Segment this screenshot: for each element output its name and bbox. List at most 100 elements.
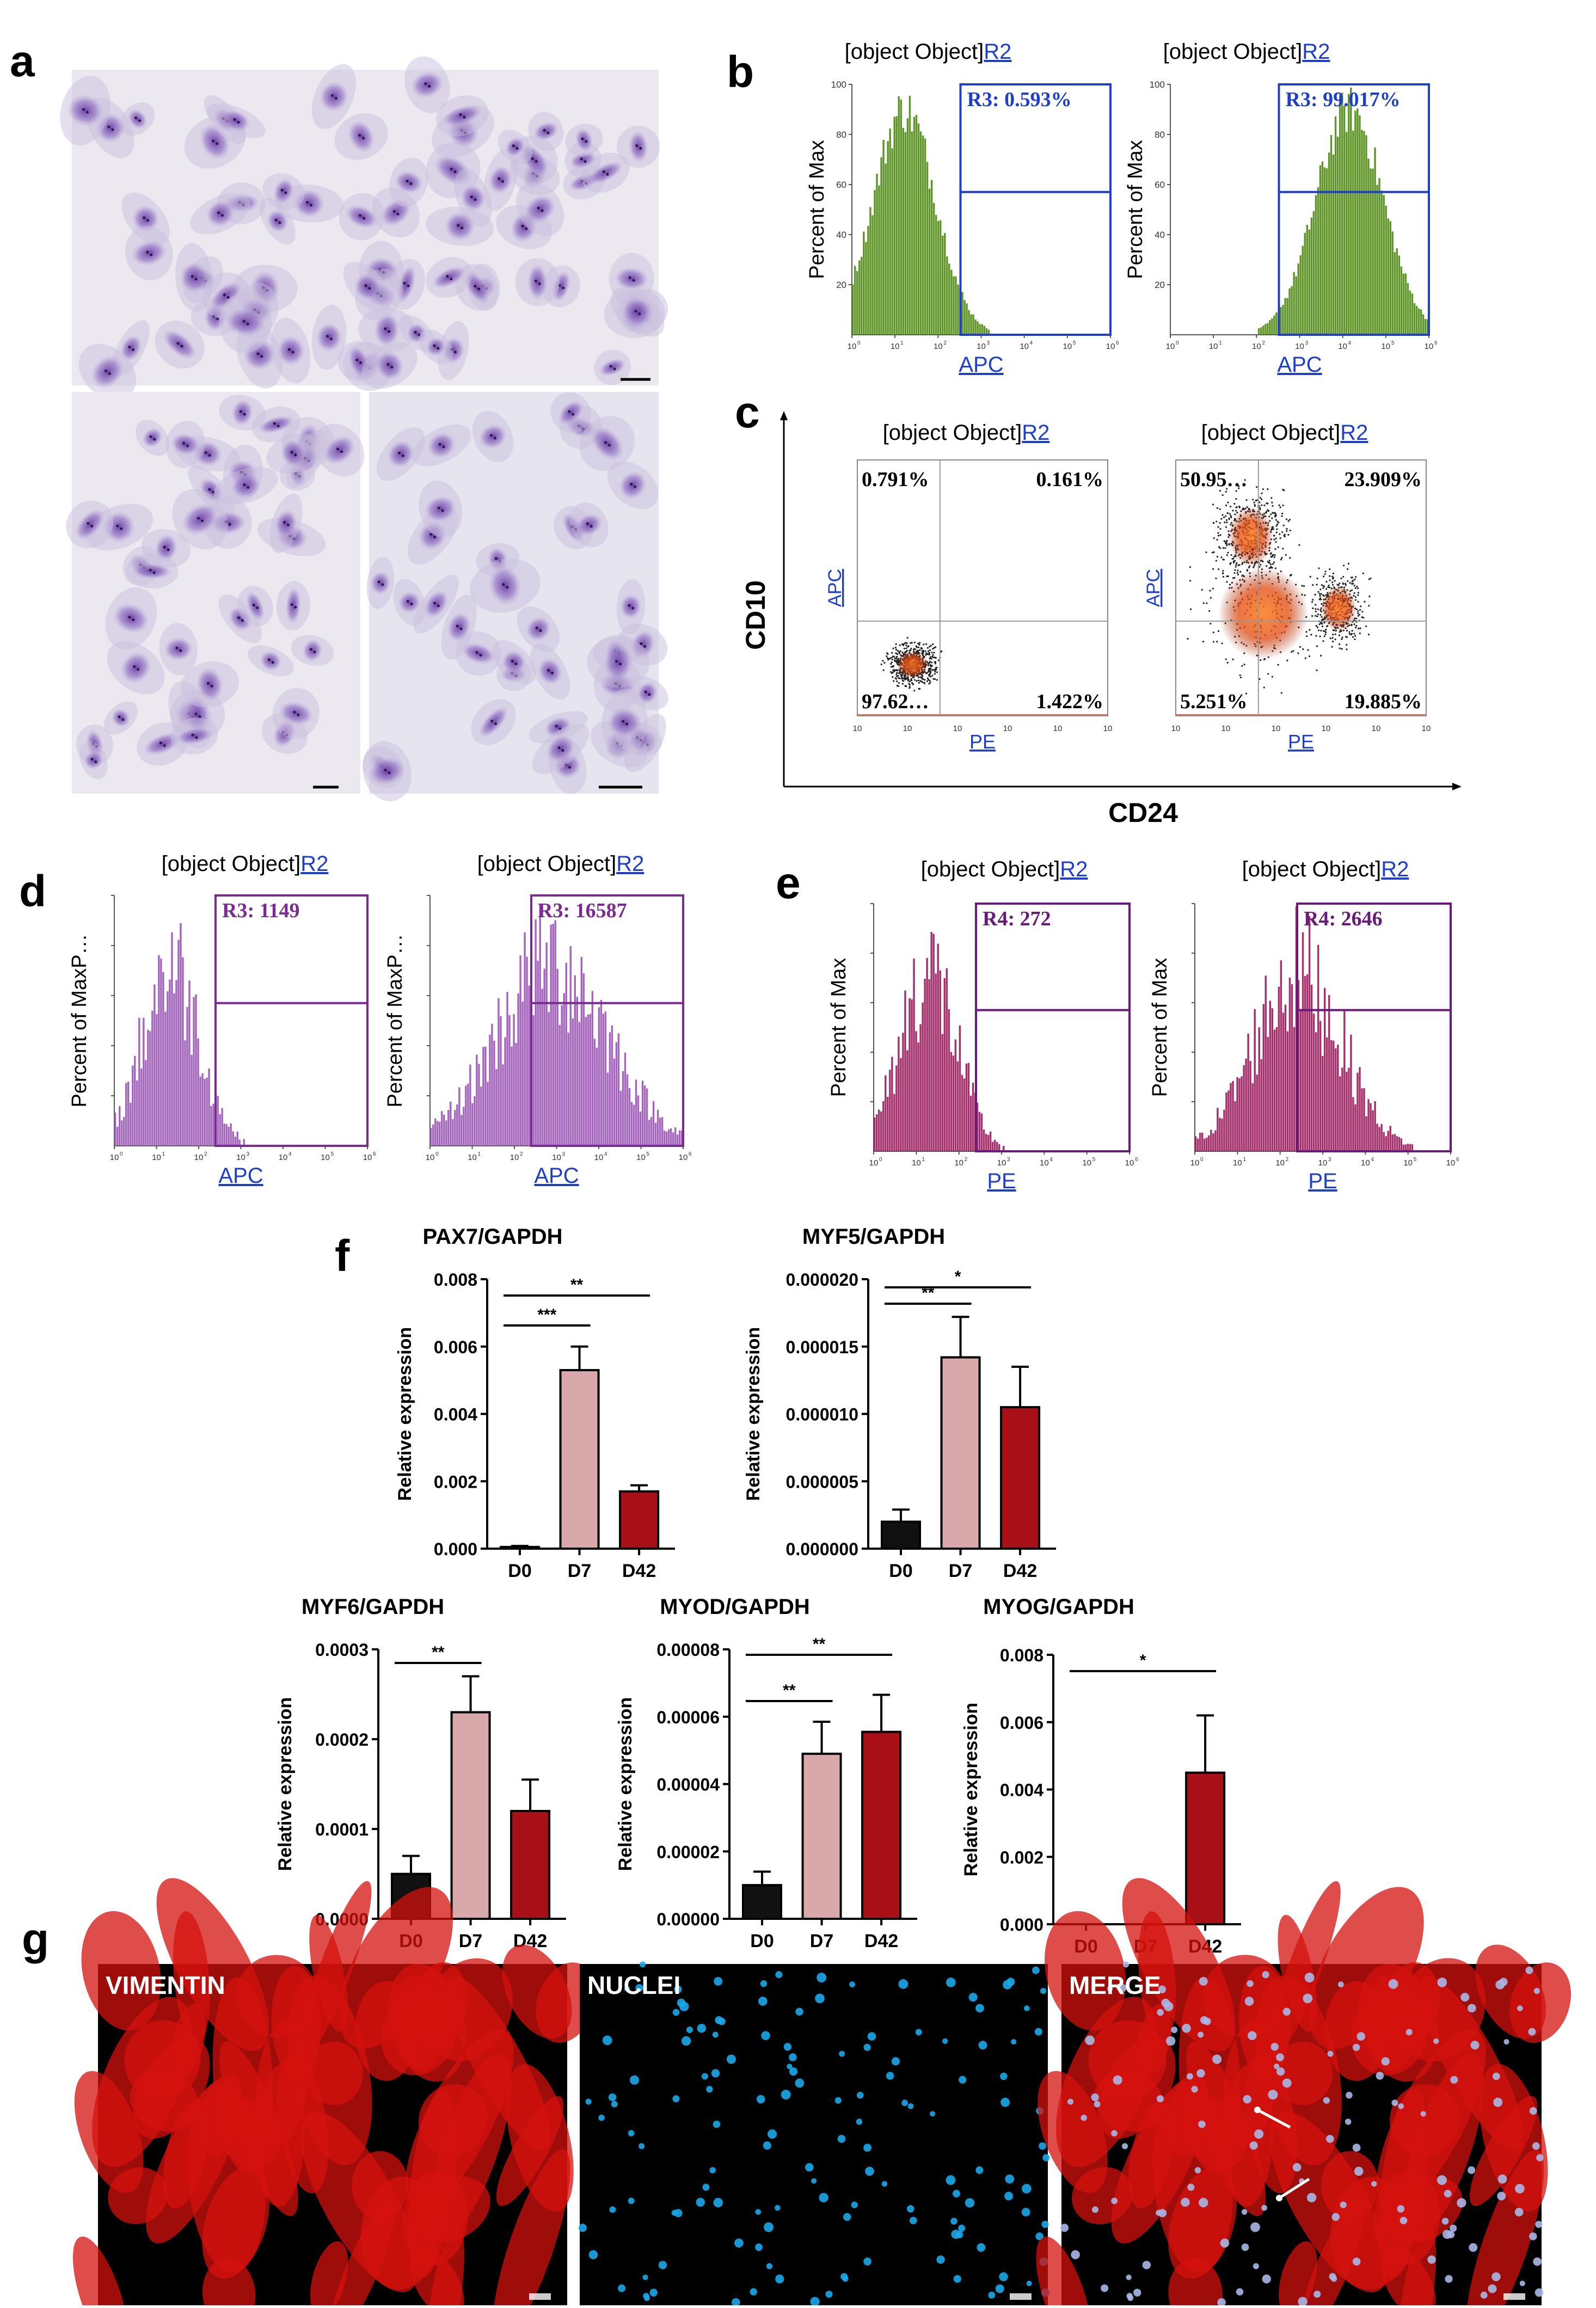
c-plot-1-event	[894, 660, 896, 662]
c-plot-2-gate-link[interactable]: R2	[1340, 421, 1368, 445]
d-plot-2-hist-bar	[606, 1072, 609, 1146]
g-image-2-nucleus	[1005, 2174, 1015, 2184]
b-plot-2-gate-region	[1278, 83, 1430, 336]
b-plot-2-ytick-label: 100	[1150, 79, 1165, 90]
c-plot-2-event	[1346, 648, 1348, 650]
g-image-3-nucleus	[1497, 2192, 1506, 2201]
e-plot-1-hist-bar	[882, 1101, 885, 1151]
e-plot-1-hist-bar	[954, 1039, 957, 1151]
e-plot-2-hist-bar	[1238, 1078, 1241, 1151]
c-plot-2-event	[1325, 588, 1328, 590]
e-plot-2-gate-link[interactable]: R2	[1381, 857, 1409, 881]
c-plot-1-event	[903, 647, 905, 650]
c-plot-2-event	[1238, 564, 1241, 566]
g-image-1-vimentin-cell	[305, 2041, 363, 2106]
g-image-3-nucleus	[1381, 2057, 1390, 2066]
e-plot-1-ylabel: Percent of Max	[827, 958, 850, 1097]
g-image-3-nucleus	[1244, 1997, 1254, 2006]
c-plot-2-event	[1319, 598, 1322, 600]
cell-nucleus	[323, 435, 355, 465]
f-chart-4-sig-label: **	[813, 1635, 826, 1653]
d-plot-1-hist-bar	[225, 1124, 228, 1146]
b-plot-2-xtick-exp: 0	[1176, 340, 1179, 346]
c-plot-1-gate-link[interactable]: R2	[1022, 421, 1049, 445]
nucleolus	[200, 519, 204, 523]
g-image-2-nucleus	[851, 2201, 858, 2208]
e-plot-2-hist-bar	[1407, 1144, 1409, 1151]
d-plot-2-hist-bar	[552, 924, 554, 1146]
f-chart-1-ytick-label: 0.006	[434, 1337, 477, 1357]
b-plot-2-hist-bar	[1339, 96, 1341, 335]
nucleolus	[150, 253, 153, 256]
b-plot-1-hist-bar	[906, 118, 909, 335]
b-plot-2-hist-bar	[1378, 178, 1380, 335]
g-image-2-nucleus	[946, 1978, 956, 1987]
g-image-3-nucleus	[1535, 2220, 1543, 2228]
c-plot-1-event	[913, 690, 916, 692]
cell-nucleus	[558, 400, 584, 426]
e-plot-1-xtick-exp: 3	[1007, 1157, 1010, 1163]
c-plot-1-event	[891, 661, 893, 664]
nucleolus	[498, 177, 501, 180]
g-image-2-nucleus	[1035, 2232, 1043, 2241]
d-plot-2-hist-bar	[680, 1130, 683, 1146]
nucleolus	[191, 733, 194, 736]
g-image-3-nucleus	[1236, 2288, 1244, 2296]
g-image-3-vimentin-cell	[1072, 2167, 1133, 2225]
d-plot-2-hist-bar	[652, 1101, 655, 1146]
cell-nucleus	[127, 109, 148, 130]
f-chart-3-ylabel: Relative expression	[275, 1697, 296, 1871]
d-plot-1-hist-bar	[175, 980, 177, 1146]
g-image-3-nucleus	[1107, 1986, 1113, 1992]
c-plot-1-event	[901, 683, 904, 685]
g-image-2-nucleus	[602, 2035, 612, 2046]
g-image-3-label: MERGE	[1069, 1971, 1161, 1999]
b-plot-2-gate-link[interactable]: R2	[1302, 40, 1330, 64]
b-plot-1-gate-link[interactable]: R2	[984, 40, 1011, 64]
d-plot-2-gate-link[interactable]: R2	[616, 852, 644, 876]
e-plot-2-hist-bar	[1271, 1008, 1274, 1151]
d-plot-2-hist-bar	[454, 1110, 456, 1146]
c-plot-2-event	[1354, 638, 1356, 640]
c-plot-2-event	[1286, 527, 1288, 530]
c-plot-1-event	[895, 669, 898, 672]
c-plot-2-event	[1355, 576, 1357, 578]
c-plot-2-event	[1320, 655, 1322, 657]
nucleolus	[364, 284, 367, 287]
e-plot-2-hist-bar	[1282, 1012, 1285, 1151]
c-plot-2-event	[1270, 497, 1273, 499]
d-plot-1-hist-bar	[145, 1060, 147, 1146]
c-plot-2-event	[1279, 537, 1281, 539]
e-plot-2-hist-bar	[1343, 1011, 1346, 1151]
e-plot-2-hist-bar	[1241, 1076, 1243, 1151]
e-plot-2-hist-bar	[1363, 1088, 1365, 1151]
b-plot-2-hist-bar	[1348, 94, 1350, 335]
g-image-2-nucleus	[775, 1971, 783, 1979]
g-image-3-nucleus	[1253, 2263, 1259, 2269]
g-image-3-nucleus	[1060, 2224, 1069, 2232]
nucleolus	[384, 769, 387, 772]
nucleolus	[547, 668, 550, 672]
c-plot-1-event	[906, 642, 908, 644]
c-plot-2-event	[1319, 594, 1321, 597]
c-plot-2-event	[1299, 646, 1302, 648]
e-plot-1-gate-link[interactable]: R2	[1060, 857, 1088, 881]
nucleolus	[143, 216, 146, 219]
nucleolus	[634, 485, 637, 488]
b-plot-2-hist-bar	[1267, 323, 1269, 335]
c-plot-2-event	[1312, 607, 1314, 610]
nucleolus	[108, 372, 111, 375]
g-image-2-nucleus	[978, 2041, 987, 2050]
c-plot-1-event	[896, 672, 898, 674]
e-plot-2-gate-region	[1296, 903, 1452, 1152]
g-image-3-nucleus	[1313, 2291, 1321, 2298]
d-plot-1-gate-link[interactable]: R2	[300, 852, 328, 876]
g-image-3-nucleus	[1467, 2004, 1476, 2013]
d-plot-1-ylabel: Percent of MaxP…	[68, 934, 91, 1108]
cell-nucleus	[354, 273, 381, 300]
d-plot-2-hist-bar	[554, 920, 556, 1146]
c-plot-2-event	[1353, 592, 1355, 594]
d-plot-1-hist-bar	[171, 932, 173, 1146]
g-image-3-nucleus	[1444, 2189, 1452, 2197]
e-plot-2-xtick-label: 10	[1275, 1158, 1285, 1168]
